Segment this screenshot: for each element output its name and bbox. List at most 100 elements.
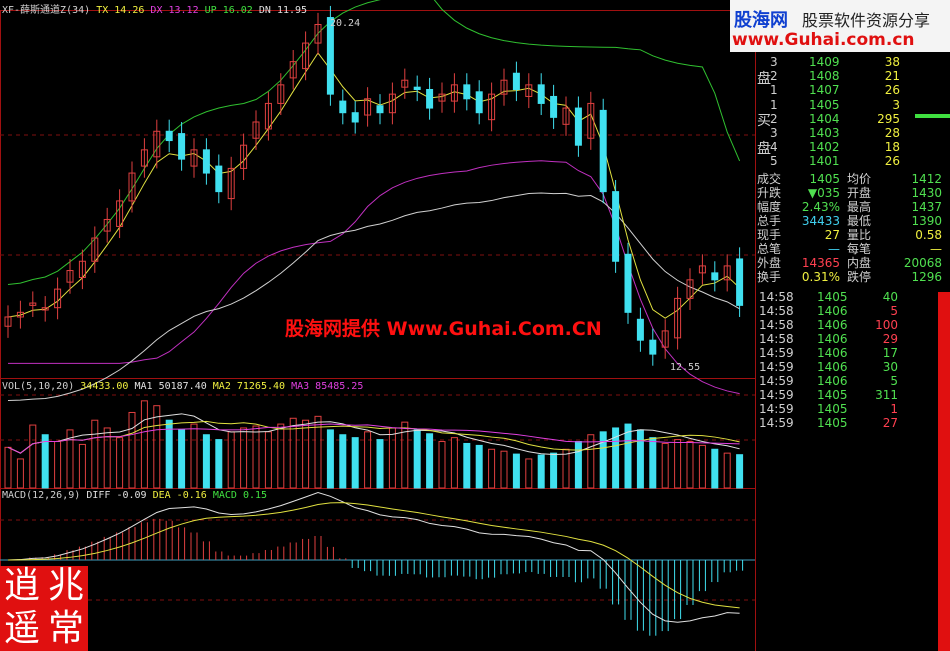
candle-body <box>376 105 384 114</box>
volume-bar <box>54 441 62 489</box>
candle-body <box>128 172 136 202</box>
volume-bar <box>29 424 37 489</box>
cell: 17 <box>882 346 898 360</box>
volume-bar <box>463 442 471 489</box>
cell: 1437 <box>911 200 942 214</box>
cell: 1409 <box>809 55 840 69</box>
dea-line <box>7 502 740 609</box>
candle-body <box>736 258 744 306</box>
legend-item: MA1 50187.40 <box>134 381 207 392</box>
cell: 2 <box>770 112 778 126</box>
cell: 26 <box>884 154 900 168</box>
cell: 1401 <box>809 154 840 168</box>
main-indicator-label: XF-薛斯通道Z(34) <box>2 5 91 16</box>
volume-bar <box>165 419 173 489</box>
volume-bar <box>215 439 223 489</box>
cell: 1402 <box>809 140 840 154</box>
list-item: 2 1408 21 <box>757 69 950 83</box>
candle-body <box>215 165 223 193</box>
watermark: 股海网提供 Www.Guhai.Com.CN <box>285 318 602 340</box>
volume-bar <box>116 437 124 489</box>
list-item: 3 1409 38 <box>757 55 950 69</box>
logo-subtitle: 股票软件资源分享 <box>802 11 931 30</box>
list-item: 14:59 1406 30 <box>757 360 950 374</box>
logo-title: 股海网 <box>734 10 788 31</box>
panel-frame <box>0 488 756 651</box>
candle-body <box>488 93 496 121</box>
volume-bar <box>723 452 731 489</box>
volume-bar <box>661 442 669 489</box>
cell: — <box>828 242 840 256</box>
candle-body <box>302 42 310 70</box>
volume-bar <box>711 448 719 489</box>
volume-bar <box>364 431 372 489</box>
volume-bar <box>4 446 12 489</box>
cell: 均价 <box>847 172 872 186</box>
cell: 100 <box>875 318 898 332</box>
cell: 21 <box>884 69 900 83</box>
list-item: 14:58 1405 40 <box>757 290 950 304</box>
volume-bar <box>91 419 99 489</box>
list-item: 总笔 — 每笔 — <box>757 242 950 256</box>
candle-body <box>178 133 186 160</box>
cell: 外盘 <box>757 256 782 270</box>
cell: 4 <box>770 140 778 154</box>
cell: 1406 <box>817 304 848 318</box>
list-item: 3 1403 28 <box>757 126 950 140</box>
cell: 30 <box>882 360 898 374</box>
volume-bar <box>202 434 210 489</box>
list-item: 4 1402 18 <box>757 140 950 154</box>
candle-body <box>140 149 148 167</box>
list-item: 5 1401 26 <box>757 154 950 168</box>
volume-bar <box>289 417 297 489</box>
candle-body <box>54 288 62 309</box>
cell: 14:59 <box>759 360 794 374</box>
cell: 最低 <box>847 214 872 228</box>
volume-bar <box>636 429 644 489</box>
volume-bar <box>190 423 198 489</box>
cell: 27 <box>882 416 898 430</box>
candle-body <box>562 107 570 125</box>
list-item: 总手 34433 最低 1390 <box>757 214 950 228</box>
site-logo: 股海网 股票软件资源分享 www.Guhai.com.cn <box>730 0 950 52</box>
candle-body <box>537 84 545 104</box>
cell: 38 <box>884 55 900 69</box>
cell: 1406 <box>817 374 848 388</box>
cell: 14:59 <box>759 374 794 388</box>
cell: 现手 <box>757 228 782 242</box>
candle-body <box>16 311 24 318</box>
volume-legend: VOL(5,10,20) 34433.00 MA1 50187.40 MA2 7… <box>2 381 363 392</box>
candle-body <box>674 297 682 339</box>
list-item: 升跌 ▼035 开盘 1430 <box>757 186 950 200</box>
scrollbar[interactable] <box>938 292 950 651</box>
volume-ma3-line <box>7 423 740 454</box>
cell: 1406 <box>817 332 848 346</box>
volume-bar <box>326 429 334 489</box>
cell: 1405 <box>817 388 848 402</box>
candle-body <box>512 72 520 90</box>
candle-body <box>624 253 632 313</box>
cell: 14:59 <box>759 388 794 402</box>
volume-ma2-line <box>7 420 740 454</box>
list-item: 14:59 1405 27 <box>757 416 950 430</box>
candle-body <box>599 109 607 193</box>
volume-bar <box>140 400 148 489</box>
candle-body <box>252 121 260 139</box>
legend-item: MACD 0.15 <box>212 490 268 501</box>
volume-bar <box>599 431 607 489</box>
volume-bar <box>277 423 285 489</box>
candle-body <box>649 339 657 355</box>
cell: 1404 <box>809 112 840 126</box>
list-item: 14:58 1406 5 <box>757 304 950 318</box>
price-chart[interactable] <box>0 0 757 651</box>
candle-body <box>450 84 458 102</box>
cell: 14:58 <box>759 304 794 318</box>
list-item: 现手 27 量比 0.58 <box>757 228 950 242</box>
cell: 3 <box>770 55 778 69</box>
cell: 最高 <box>847 200 872 214</box>
order-book: 3 1409 38 2 1408 21 1 1407 26 1 1405 3 2 1404 295 3 1403… <box>757 52 950 172</box>
candle-body <box>264 102 272 130</box>
legend-item: DIFF -0.09 <box>86 490 147 501</box>
macd-legend: MACD(12,26,9) DIFF -0.09 DEA -0.16 MACD … <box>2 490 267 501</box>
volume-bar <box>686 441 694 489</box>
